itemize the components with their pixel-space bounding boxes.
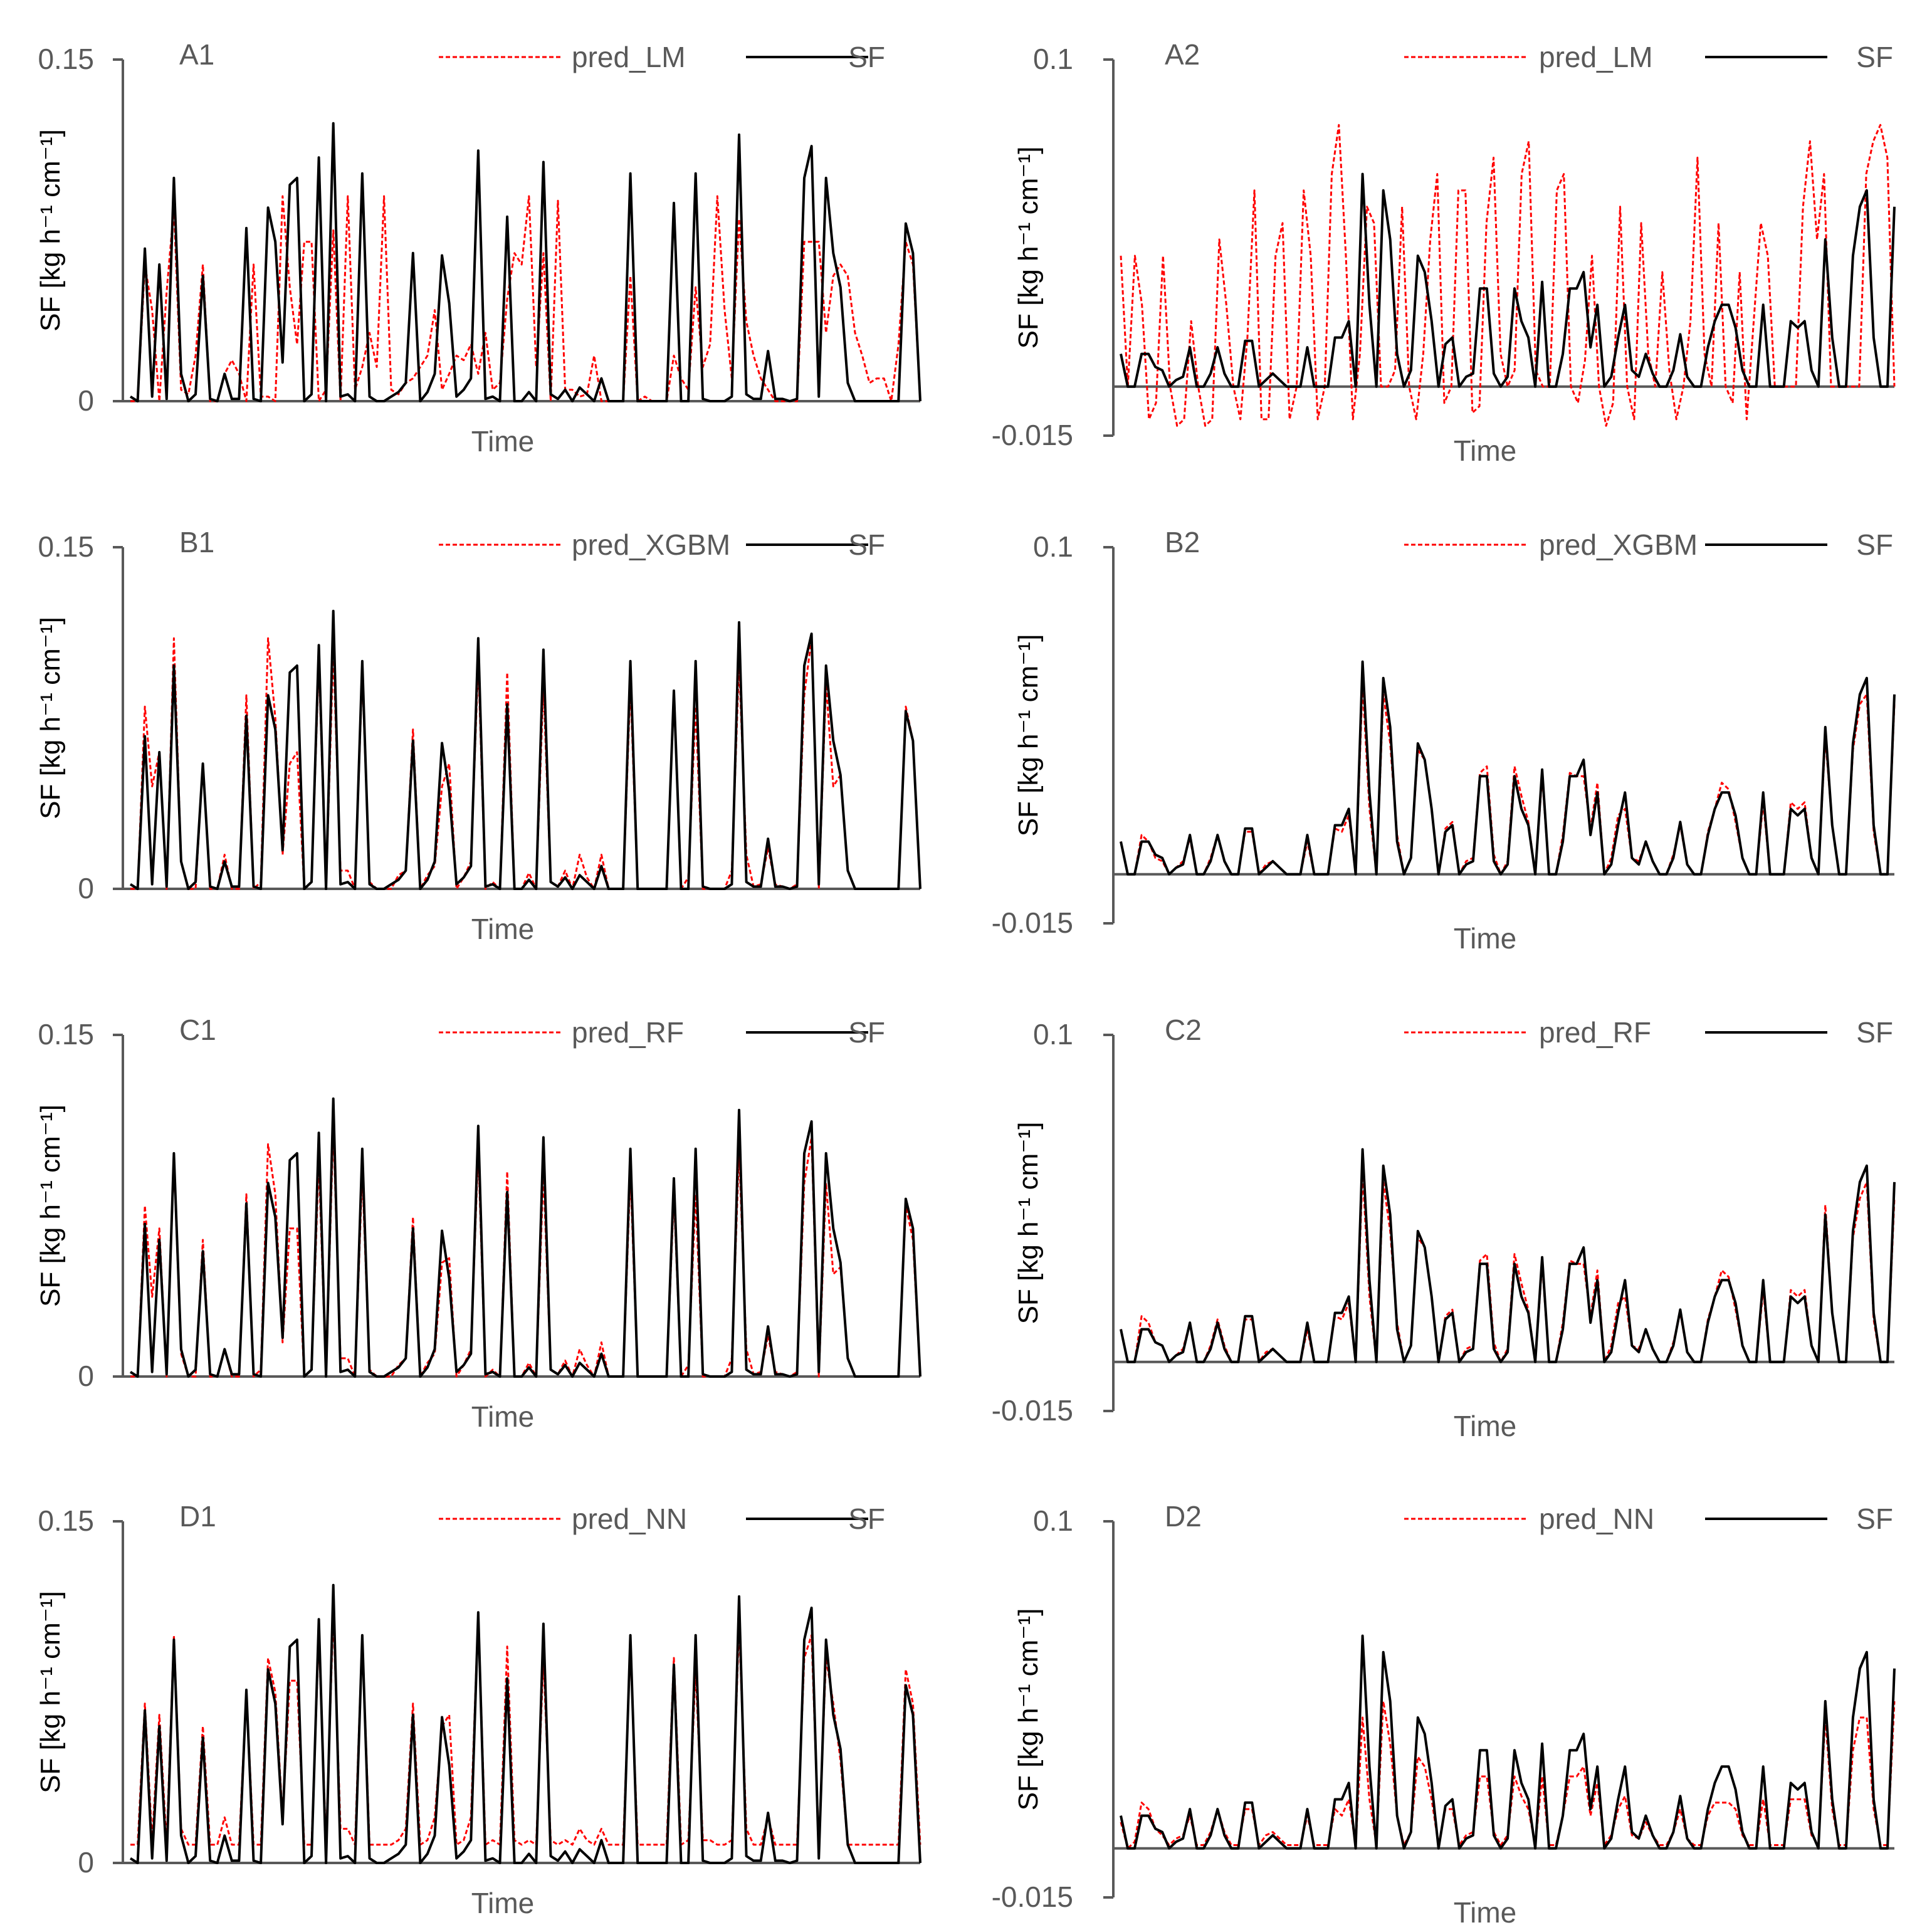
y-tick-label: -0.015 bbox=[992, 1880, 1073, 1913]
chart-panel-a2: 0.1 -0.015 SF [kg h⁻¹ cm⁻¹] Time A2 pred_LM SF bbox=[992, 38, 1896, 467]
y-axis-label: SF [kg h⁻¹ cm⁻¹] bbox=[35, 617, 66, 819]
legend-sf-label: SF bbox=[848, 528, 885, 561]
legend-pred-label: pred_XGBM bbox=[572, 528, 730, 561]
series-line-sf bbox=[129, 609, 921, 890]
series-line-sf bbox=[1120, 1148, 1896, 1363]
legend-pred-label: pred_NN bbox=[572, 1503, 687, 1535]
x-axis-label: Time bbox=[1454, 1410, 1517, 1442]
chart-panel-b2: 0.1 -0.015 SF [kg h⁻¹ cm⁻¹] Time B2 pred_XGBM… bbox=[992, 526, 1896, 955]
y-axis-label: SF [kg h⁻¹ cm⁻¹] bbox=[35, 1104, 66, 1307]
panel-label: D2 bbox=[1165, 1500, 1202, 1533]
legend-pred-label: pred_RF bbox=[1539, 1016, 1651, 1049]
y-tick-label: 0.1 bbox=[1033, 1504, 1073, 1537]
series-line-sf bbox=[1120, 1634, 1896, 1850]
panel-label: C1 bbox=[179, 1014, 216, 1046]
panel-label: D1 bbox=[179, 1500, 216, 1533]
series-line-sf bbox=[129, 1097, 921, 1378]
y-tick-label: 0 bbox=[78, 1846, 94, 1879]
y-tick-label: 0.15 bbox=[38, 1018, 94, 1051]
y-tick-label: 0.1 bbox=[1033, 1018, 1073, 1051]
series-line-sf bbox=[1120, 660, 1896, 876]
y-tick-label: -0.015 bbox=[992, 419, 1073, 451]
y-axis-label: SF [kg h⁻¹ cm⁻¹] bbox=[1013, 1608, 1044, 1811]
legend-sf-label: SF bbox=[1856, 41, 1893, 73]
x-axis-label: Time bbox=[471, 1887, 535, 1919]
series-line-sf bbox=[129, 1583, 921, 1864]
chart-panel-a1: 0.15 0 SF [kg h⁻¹ cm⁻¹] Time A1 pred_LM SF bbox=[35, 38, 921, 458]
chart-panel-d1: 0.15 0 SF [kg h⁻¹ cm⁻¹] Time D1 pred_NN SF bbox=[35, 1500, 921, 1919]
legend-sf-label: SF bbox=[848, 41, 885, 73]
legend-sf-label: SF bbox=[1856, 528, 1893, 561]
y-tick-label: 0 bbox=[78, 384, 94, 417]
y-tick-label: 0 bbox=[78, 1360, 94, 1392]
y-tick-label: 0.1 bbox=[1033, 530, 1073, 563]
y-axis-label: SF [kg h⁻¹ cm⁻¹] bbox=[1013, 147, 1044, 349]
y-axis-label: SF [kg h⁻¹ cm⁻¹] bbox=[1013, 634, 1044, 837]
legend-pred-label: pred_LM bbox=[572, 41, 686, 73]
legend-sf-label: SF bbox=[848, 1503, 885, 1535]
y-tick-label: 0.1 bbox=[1033, 43, 1073, 75]
y-axis-label: SF [kg h⁻¹ cm⁻¹] bbox=[1013, 1122, 1044, 1324]
chart-panel-c1: 0.15 0 SF [kg h⁻¹ cm⁻¹] Time C1 pred_RF SF bbox=[35, 1014, 921, 1433]
legend-sf-label: SF bbox=[1856, 1503, 1893, 1535]
legend-pred-label: pred_NN bbox=[1539, 1503, 1654, 1535]
chart-panel-b1: 0.15 0 SF [kg h⁻¹ cm⁻¹] Time B1 pred_XGBM SF bbox=[35, 526, 921, 945]
chart-panel-c2: 0.1 -0.015 SF [kg h⁻¹ cm⁻¹] Time C2 pred_RF SF bbox=[992, 1014, 1896, 1442]
series-line-pred bbox=[1120, 1171, 1896, 1363]
x-axis-label: Time bbox=[471, 425, 535, 458]
legend-sf-label: SF bbox=[1856, 1016, 1893, 1049]
series-line-pred bbox=[1120, 123, 1896, 427]
legend-pred-label: pred_RF bbox=[572, 1016, 684, 1049]
panel-label: A1 bbox=[179, 38, 214, 71]
y-tick-label: 0 bbox=[78, 872, 94, 905]
x-axis-label: Time bbox=[471, 913, 535, 945]
panel-label: B1 bbox=[179, 526, 214, 559]
x-axis-label: Time bbox=[1454, 1896, 1517, 1925]
series-line-pred bbox=[1120, 683, 1896, 876]
x-axis-label: Time bbox=[1454, 922, 1517, 955]
y-axis-label: SF [kg h⁻¹ cm⁻¹] bbox=[35, 129, 66, 332]
legend-sf-label: SF bbox=[848, 1016, 885, 1049]
chart-panel-d2: 0.1 -0.015 SF [kg h⁻¹ cm⁻¹] Time D2 pred_NN SF bbox=[992, 1500, 1896, 1925]
y-tick-label: -0.015 bbox=[992, 1394, 1073, 1427]
y-tick-label: 0.15 bbox=[38, 1504, 94, 1537]
series-line-sf bbox=[1120, 172, 1896, 388]
panel-label: A2 bbox=[1165, 38, 1200, 71]
panel-label: C2 bbox=[1165, 1014, 1202, 1046]
x-axis-label: Time bbox=[471, 1400, 535, 1433]
y-tick-label: 0.15 bbox=[38, 43, 94, 75]
series-line-sf bbox=[129, 122, 921, 402]
y-tick-label: -0.015 bbox=[992, 906, 1073, 939]
x-axis-label: Time bbox=[1454, 434, 1517, 467]
y-tick-label: 0.15 bbox=[38, 530, 94, 563]
legend-pred-label: pred_LM bbox=[1539, 41, 1653, 73]
y-axis-label: SF [kg h⁻¹ cm⁻¹] bbox=[35, 1591, 66, 1793]
panel-label: B2 bbox=[1165, 526, 1200, 559]
legend-pred-label: pred_XGBM bbox=[1539, 528, 1698, 561]
